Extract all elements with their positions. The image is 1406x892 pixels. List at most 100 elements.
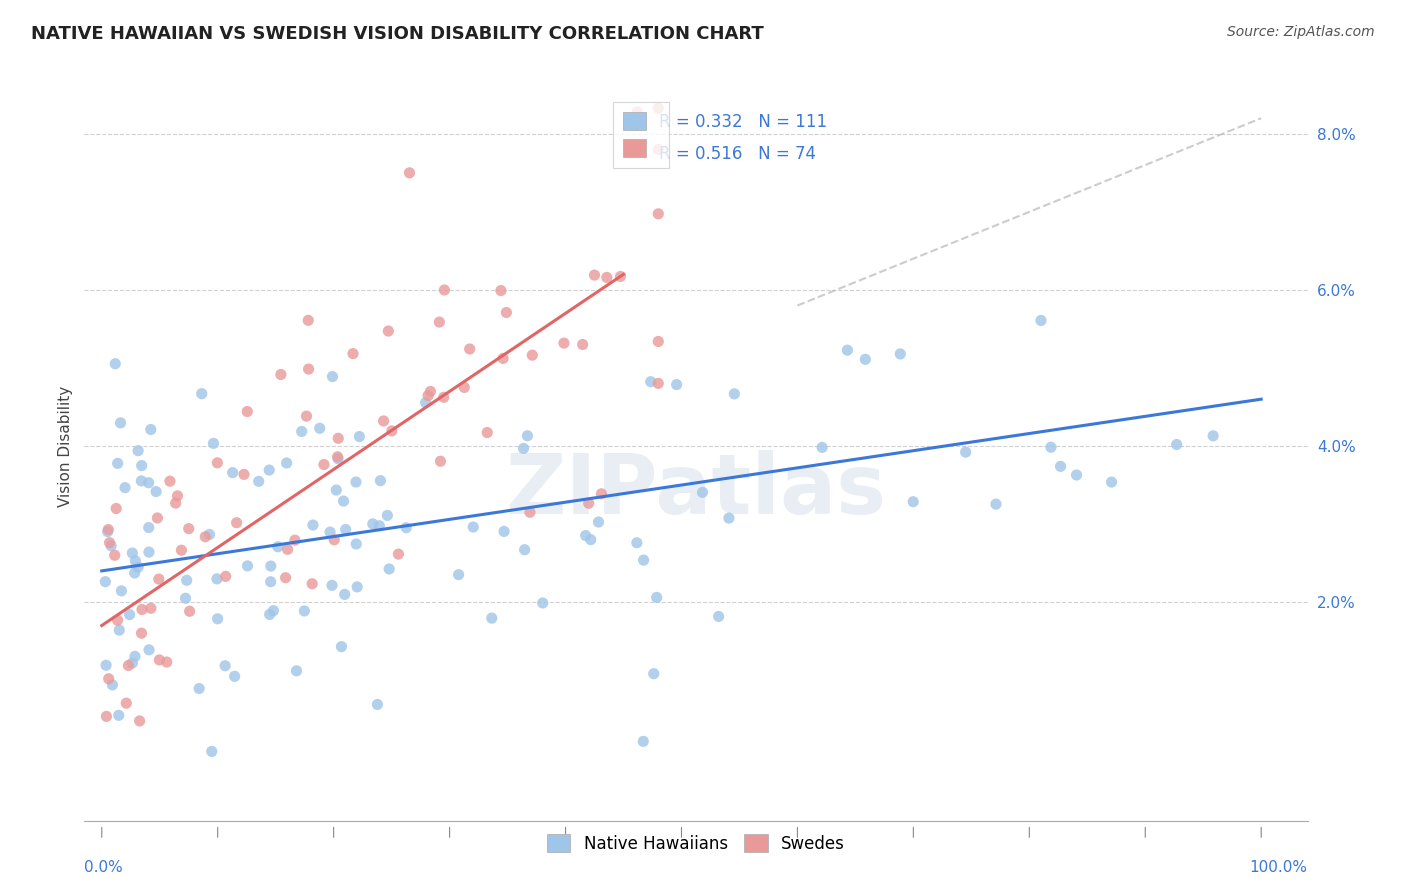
Point [138,643,160,657]
Point [575,528,598,542]
Point [489,284,512,298]
Point [188,681,211,696]
Point [301,576,323,591]
Point [512,442,534,456]
Point [214,658,236,673]
Point [138,545,160,559]
Point [270,368,292,382]
Point [647,334,669,349]
Point [519,505,541,519]
Point [447,567,470,582]
Point [321,578,343,592]
Text: NATIVE HAWAIIAN VS SWEDISH VISION DISABILITY CORRELATION CHART: NATIVE HAWAIIAN VS SWEDISH VISION DISABI… [31,25,763,43]
Point [97,524,120,539]
Point [723,387,745,401]
Point [170,543,193,558]
Point [291,425,314,439]
Point [284,533,307,548]
Point [335,523,357,537]
Point [477,425,499,440]
Point [647,101,669,115]
Point [349,429,371,443]
Point [259,574,281,589]
Point [105,501,128,516]
Point [427,315,450,329]
Point [395,521,418,535]
Point [398,166,420,180]
Point [96,709,118,723]
Point [640,375,662,389]
Point [131,474,153,488]
Point [124,554,146,568]
Point [321,369,343,384]
Point [207,456,229,470]
Point [205,572,228,586]
Point [377,508,399,523]
Point [596,270,619,285]
Point [259,607,281,622]
Point [647,207,669,221]
Point [811,441,834,455]
Point [215,569,238,583]
Point [146,511,169,525]
Point [257,463,280,477]
Point [100,539,122,553]
Point [325,483,347,497]
Point [326,451,349,466]
Point [267,540,290,554]
Point [1029,313,1052,327]
Point [110,416,132,430]
Point [319,524,342,539]
Point [344,475,367,489]
Point [692,485,714,500]
Point [176,574,198,588]
Point [233,467,256,482]
Point [121,546,143,560]
Point [344,537,367,551]
Point [377,324,399,338]
Point [903,494,925,508]
Point [381,424,404,438]
Point [277,542,299,557]
Point [207,612,229,626]
Point [179,604,201,618]
Point [419,384,441,399]
Point [201,744,224,758]
Point [429,454,451,468]
Point [97,523,120,537]
Point [984,497,1007,511]
Point [139,423,162,437]
Point [633,553,655,567]
Point [145,484,167,499]
Point [104,357,127,371]
Point [225,516,247,530]
Point [114,481,136,495]
Point [346,580,368,594]
Point [1066,467,1088,482]
Point [1039,440,1062,454]
Point [433,390,456,404]
Point [578,496,600,510]
Point [127,443,149,458]
Point [665,377,688,392]
Point [131,458,153,473]
Point [308,421,330,435]
Point [553,336,575,351]
Point [495,305,517,319]
Point [583,268,606,282]
Point [378,562,401,576]
Point [453,380,475,394]
Point [274,571,297,585]
Point [837,343,859,358]
Point [127,560,149,574]
Point [416,388,439,402]
Point [292,604,315,618]
Text: R = 0.516   N = 74: R = 0.516 N = 74 [659,145,817,162]
Point [333,587,356,601]
Point [117,658,139,673]
Point [101,678,124,692]
Point [107,708,129,723]
Text: ZIPatlas: ZIPatlas [506,450,886,532]
Point [139,601,162,615]
Point [647,376,669,391]
